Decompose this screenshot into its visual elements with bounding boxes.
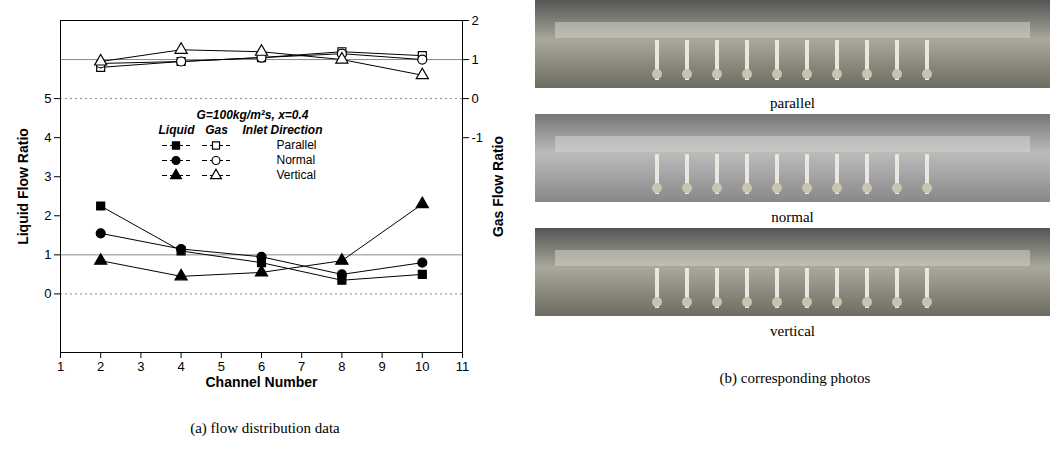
html-text:Gas: Gas [205, 122, 228, 137]
svg-text:3: 3 [137, 359, 144, 374]
svg-text:2: 2 [97, 359, 104, 374]
html-text:G=100kg/m²s, x=0.4: G=100kg/m²s, x=0.4 [196, 107, 309, 122]
svg-text:Channel Number: Channel Number [205, 374, 318, 390]
html-text:(b) corresponding photos: (b) corresponding photos [719, 370, 871, 386]
svg-text:1: 1 [57, 359, 64, 374]
svg-text:2: 2 [472, 13, 479, 28]
svg-text:11: 11 [456, 359, 470, 374]
svg-text:3: 3 [44, 169, 51, 184]
svg-text:9: 9 [378, 359, 385, 374]
html-text:Parallel: Parallel [276, 137, 317, 152]
svg-text:Liquid Flow Ratio: Liquid Flow Ratio [15, 128, 31, 245]
svg-text:7: 7 [298, 359, 305, 374]
html-text:Liquid: Liquid [158, 122, 195, 137]
svg-text:6: 6 [258, 359, 265, 374]
html-text:(a) flow distribution data: (a) flow distribution data [190, 420, 340, 436]
svg-text:-1: -1 [472, 130, 484, 145]
html-text:Vertical: Vertical [276, 167, 316, 182]
svg-text:5: 5 [218, 359, 225, 374]
svg-text:0: 0 [44, 286, 51, 301]
svg-text:1: 1 [44, 247, 51, 262]
html-text:Normal: Normal [276, 152, 316, 167]
svg-text:4: 4 [44, 130, 51, 145]
svg-text:4: 4 [177, 359, 184, 374]
html-text:vertical: vertical [770, 323, 815, 339]
html-text:normal: normal [771, 209, 814, 225]
html-text:Inlet Direction: Inlet Direction [242, 122, 323, 137]
svg-text:0: 0 [472, 91, 479, 106]
svg-text:Gas Flow Ratio: Gas Flow Ratio [490, 136, 506, 237]
svg-text:8: 8 [338, 359, 345, 374]
html-text:parallel: parallel [770, 95, 815, 111]
svg-text:1: 1 [472, 52, 479, 67]
svg-text:5: 5 [44, 91, 51, 106]
svg-text:10: 10 [415, 359, 429, 374]
svg-text:2: 2 [44, 208, 51, 223]
